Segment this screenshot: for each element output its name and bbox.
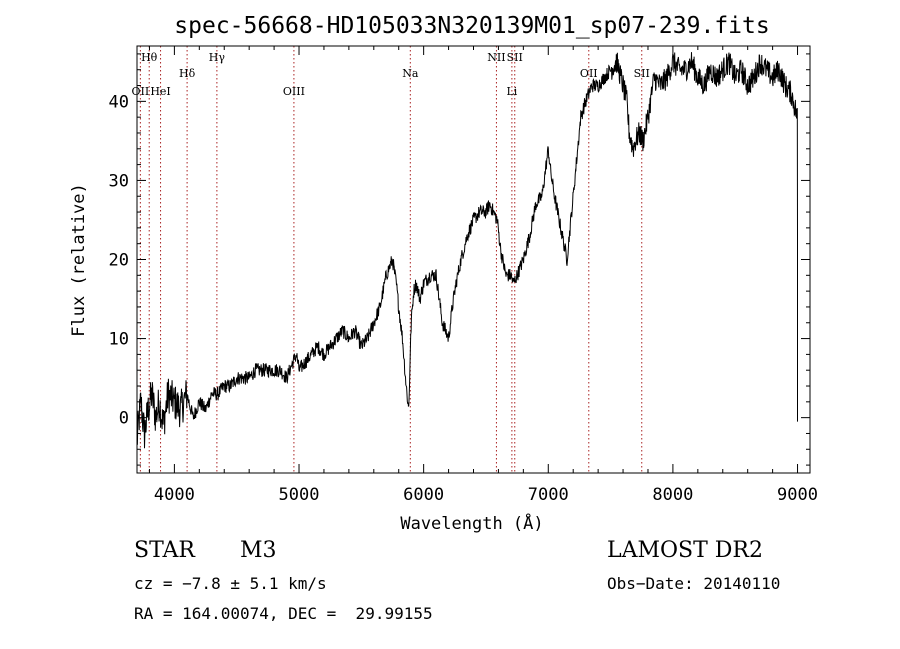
x-axis-label: Wavelength (Å) [400,512,543,534]
line-marker-label: SII [634,67,650,80]
line-marker-label: NII [487,51,505,64]
line-marker-label: HeI [150,85,170,98]
class-label: STAR [134,538,195,563]
obs-date: Obs−Date: 20140110 [607,574,781,593]
line-marker-label: OII [132,85,150,98]
y-tick-label: 0 [119,409,129,429]
axis-ticks: 4000 5000 6000 7000 8000 9000 0 10 20 30 40 [109,46,818,505]
x-tick-label: 5000 [279,485,320,505]
subclass-label: M3 [240,538,277,563]
x-tick-label: 6000 [403,485,444,505]
x-tick-label: 8000 [652,485,693,505]
x-tick-label: 7000 [528,485,569,505]
y-axis-label: Flux (relative) [69,183,89,337]
coordinates-readout: RA = 164.00074, DEC = 29.99155 [134,604,433,623]
redshift-readout: cz = −7.8 ± 5.1 km/s [134,574,327,593]
y-tick-label: 40 [109,92,129,112]
line-marker-label: Hδ [179,67,196,80]
line-marker-label: Na [402,67,419,80]
x-tick-label: 4000 [154,485,195,505]
plot-frame [136,45,811,474]
line-marker-label: OIII [283,85,305,98]
line-marker-label: Hθ [141,51,158,64]
line-marker-label: SII [507,51,523,64]
line-marker-label: OII [580,67,598,80]
y-tick-label: 30 [109,171,129,191]
y-tick-label: 20 [109,251,129,271]
y-tick-label: 10 [109,330,129,350]
line-marker-label: Li [506,85,517,98]
survey-label: LAMOST DR2 [607,538,763,563]
spectrum-line [136,52,798,449]
x-tick-label: 9000 [777,485,818,505]
line-marker-label: Hγ [209,51,226,64]
chart-title: spec-56668-HD105033N320139M01_sp07-239.f… [174,13,769,39]
